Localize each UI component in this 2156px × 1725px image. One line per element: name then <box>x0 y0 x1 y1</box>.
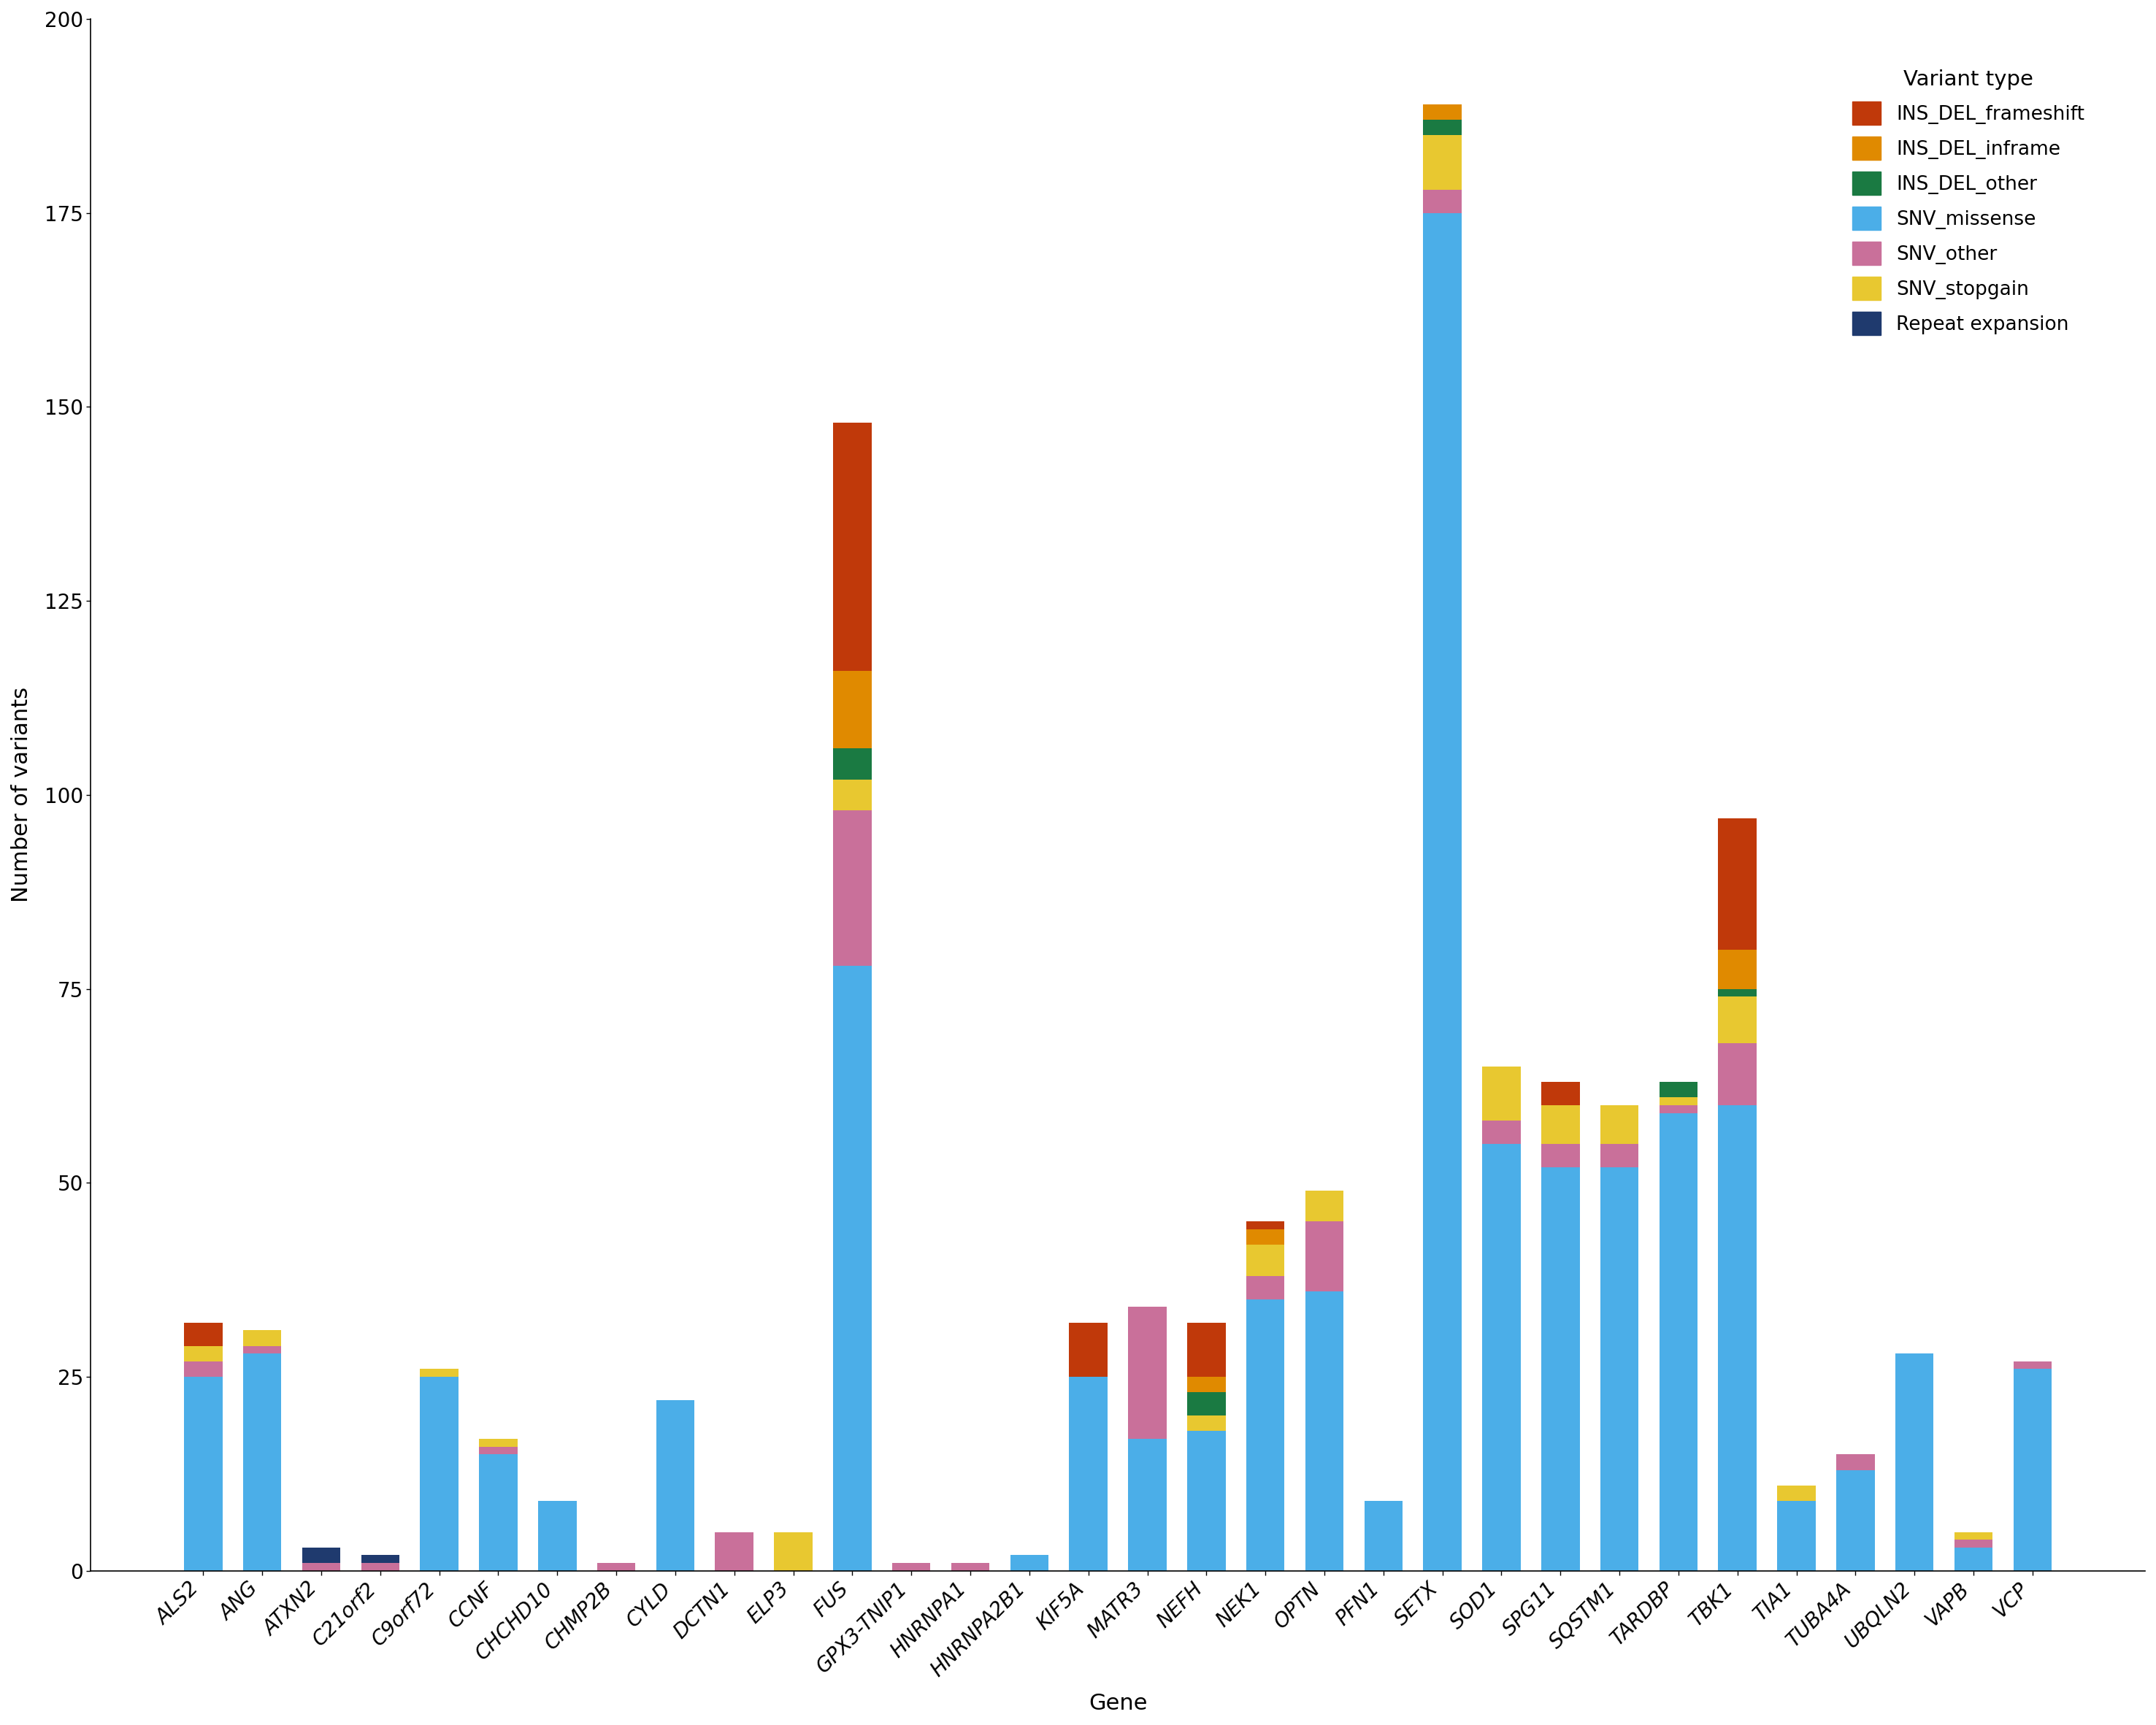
Bar <box>1542 1106 1580 1144</box>
Bar <box>832 780 871 811</box>
Bar <box>1718 997 1757 1044</box>
Bar <box>1246 1276 1285 1299</box>
Bar <box>832 423 871 671</box>
Bar <box>1481 1066 1520 1121</box>
Bar <box>1188 1416 1225 1432</box>
Bar <box>1660 1082 1697 1097</box>
Bar <box>1953 1532 1992 1540</box>
Bar <box>951 1563 990 1571</box>
Bar <box>1423 104 1462 119</box>
Bar <box>1953 1540 1992 1547</box>
Bar <box>1542 1168 1580 1571</box>
Bar <box>1542 1082 1580 1106</box>
Bar <box>1777 1485 1815 1501</box>
Bar <box>1246 1299 1285 1571</box>
Bar <box>1128 1308 1166 1439</box>
Bar <box>1481 1121 1520 1144</box>
Bar <box>2014 1361 2053 1370</box>
Bar <box>420 1377 459 1571</box>
Bar <box>1953 1547 1992 1571</box>
Bar <box>183 1346 222 1361</box>
Bar <box>893 1563 931 1571</box>
Bar <box>244 1330 282 1346</box>
Bar <box>1718 1044 1757 1106</box>
Bar <box>360 1563 399 1571</box>
Bar <box>1188 1392 1225 1416</box>
Bar <box>1895 1354 1934 1571</box>
Bar <box>539 1501 576 1571</box>
Bar <box>1718 950 1757 988</box>
X-axis label: Gene: Gene <box>1089 1692 1147 1715</box>
Bar <box>774 1532 813 1571</box>
Bar <box>1837 1454 1876 1470</box>
Bar <box>1188 1323 1225 1377</box>
Bar <box>183 1323 222 1346</box>
Bar <box>1246 1221 1285 1230</box>
Bar <box>183 1377 222 1571</box>
Bar <box>716 1532 752 1571</box>
Bar <box>479 1439 517 1447</box>
Bar <box>1660 1097 1697 1106</box>
Bar <box>479 1447 517 1454</box>
Bar <box>1600 1144 1639 1168</box>
Bar <box>1188 1377 1225 1392</box>
Bar <box>1660 1106 1697 1113</box>
Bar <box>1660 1113 1697 1571</box>
Bar <box>479 1454 517 1571</box>
Bar <box>1718 818 1757 950</box>
Bar <box>1069 1377 1108 1571</box>
Bar <box>1481 1144 1520 1571</box>
Legend: INS_DEL_frameshift, INS_DEL_inframe, INS_DEL_other, SNV_missense, SNV_other, SNV: INS_DEL_frameshift, INS_DEL_inframe, INS… <box>1843 60 2093 345</box>
Bar <box>832 966 871 1571</box>
Bar <box>1423 135 1462 190</box>
Bar <box>1423 190 1462 212</box>
Bar <box>244 1346 282 1354</box>
Bar <box>302 1563 341 1571</box>
Bar <box>1128 1439 1166 1571</box>
Bar <box>1011 1556 1048 1571</box>
Bar <box>302 1547 341 1563</box>
Bar <box>2014 1370 2053 1571</box>
Bar <box>1304 1292 1343 1571</box>
Bar <box>1600 1168 1639 1571</box>
Bar <box>1365 1501 1404 1571</box>
Y-axis label: Number of variants: Number of variants <box>11 687 32 902</box>
Bar <box>832 811 871 966</box>
Bar <box>832 749 871 780</box>
Bar <box>1304 1190 1343 1221</box>
Bar <box>1718 1106 1757 1571</box>
Bar <box>1600 1106 1639 1144</box>
Bar <box>244 1354 282 1571</box>
Bar <box>1304 1221 1343 1292</box>
Bar <box>832 671 871 749</box>
Bar <box>1837 1470 1876 1571</box>
Bar <box>1423 119 1462 135</box>
Bar <box>655 1401 694 1571</box>
Bar <box>183 1361 222 1377</box>
Bar <box>1718 988 1757 997</box>
Bar <box>420 1370 459 1377</box>
Bar <box>1246 1230 1285 1245</box>
Bar <box>1069 1323 1108 1377</box>
Bar <box>1542 1144 1580 1168</box>
Bar <box>1777 1501 1815 1571</box>
Bar <box>1423 212 1462 1571</box>
Bar <box>1246 1245 1285 1276</box>
Bar <box>360 1556 399 1563</box>
Bar <box>1188 1432 1225 1571</box>
Bar <box>597 1563 636 1571</box>
